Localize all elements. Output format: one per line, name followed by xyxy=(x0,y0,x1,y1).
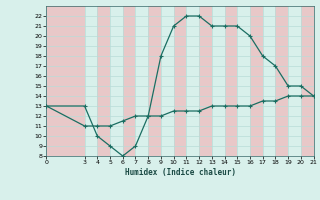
Bar xyxy=(174,6,186,156)
Bar xyxy=(97,6,110,156)
Bar xyxy=(250,6,263,156)
Bar xyxy=(301,6,314,156)
Bar xyxy=(148,6,161,156)
Bar xyxy=(46,6,84,156)
Bar xyxy=(199,6,212,156)
Bar xyxy=(276,6,288,156)
Bar xyxy=(123,6,135,156)
X-axis label: Humidex (Indice chaleur): Humidex (Indice chaleur) xyxy=(124,168,236,177)
Bar xyxy=(225,6,237,156)
